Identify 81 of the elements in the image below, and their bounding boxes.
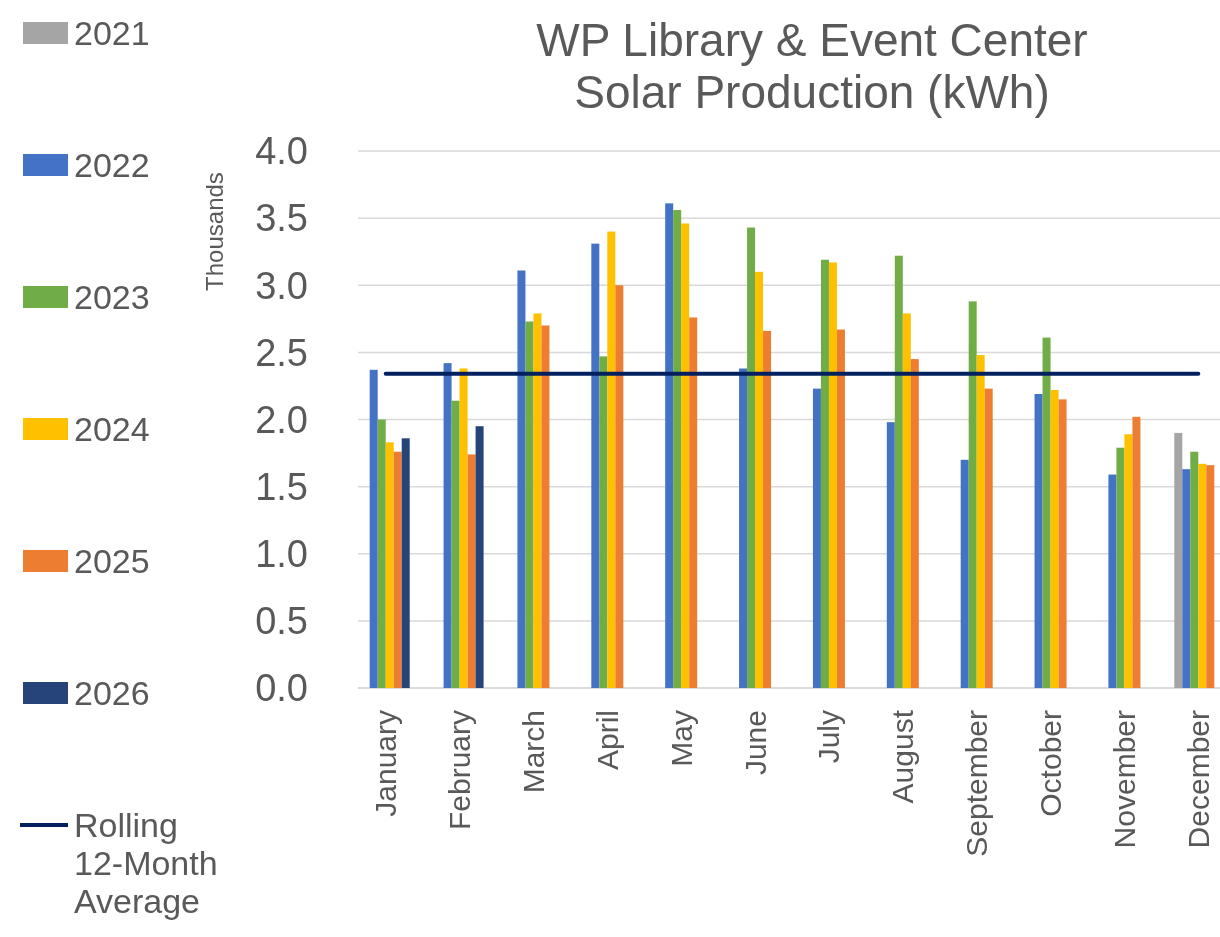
- bar: [377, 419, 386, 688]
- bar: [1206, 465, 1215, 688]
- bar: [1190, 451, 1199, 688]
- legend-label: 2024: [74, 409, 150, 448]
- bar: [525, 321, 534, 688]
- bar: [1132, 416, 1141, 688]
- y-axis-title: Thousands: [201, 172, 228, 291]
- x-tick-label: December: [1181, 710, 1215, 849]
- bar: [673, 210, 682, 688]
- bar: [533, 313, 542, 688]
- bar: [541, 325, 550, 688]
- y-tick-label: 0.0: [255, 667, 308, 710]
- chart-title: WP Library & Event Center Solar Production (kWh): [536, 14, 1088, 118]
- legend-label: Rolling 12-Month Average: [74, 805, 218, 920]
- x-tick-label: September: [960, 709, 994, 857]
- bar: [681, 223, 690, 688]
- x-tick-label: August: [886, 709, 920, 804]
- x-tick-label: May: [664, 710, 698, 767]
- bar: [968, 301, 977, 688]
- bar: [984, 388, 993, 688]
- bar: [739, 368, 748, 688]
- bar: [1058, 399, 1067, 688]
- bar: [960, 459, 969, 688]
- bar: [1034, 393, 1043, 688]
- bar: [812, 388, 821, 688]
- x-tick-label: July: [812, 710, 846, 764]
- bar: [1050, 389, 1059, 688]
- x-tick-label: June: [738, 710, 772, 776]
- bar: [1116, 447, 1125, 688]
- y-tick-label: 2.0: [255, 398, 308, 441]
- legend-label: 2026: [74, 673, 150, 712]
- bar: [828, 262, 837, 688]
- bar: [836, 329, 845, 688]
- y-tick-label: 3.0: [255, 264, 308, 307]
- bar: [976, 355, 985, 688]
- bar: [401, 438, 410, 688]
- bar: [1042, 337, 1051, 688]
- bar: [755, 271, 764, 688]
- legend-label: 2021: [74, 13, 150, 52]
- bar: [451, 400, 460, 688]
- x-tick-label: November: [1107, 710, 1141, 849]
- bar: [894, 255, 903, 688]
- bar: [615, 285, 624, 688]
- bar: [886, 422, 895, 688]
- bar: [599, 356, 608, 688]
- bar: [1182, 469, 1191, 688]
- bar: [517, 270, 526, 688]
- bar: [1124, 434, 1133, 688]
- bar: [369, 369, 378, 688]
- bar: [689, 317, 698, 688]
- bar: [591, 243, 600, 688]
- legend-label: 2025: [74, 541, 150, 580]
- bar: [902, 313, 911, 688]
- x-tick-label: October: [1034, 710, 1068, 817]
- bar: [385, 442, 394, 688]
- bar: [459, 368, 468, 688]
- bar: [443, 363, 452, 688]
- legend-label: 2022: [74, 145, 150, 184]
- bar: [1198, 463, 1207, 688]
- bar: [910, 359, 919, 688]
- y-tick-label: 1.5: [255, 465, 308, 508]
- bar: [475, 426, 484, 688]
- bar: [607, 231, 616, 688]
- x-tick-label: January: [369, 710, 403, 817]
- y-tick-label: 3.5: [255, 197, 308, 240]
- bar: [820, 259, 829, 688]
- y-tick-label: 4.0: [255, 130, 308, 173]
- y-tick-label: 2.5: [255, 331, 308, 374]
- y-tick-label: 1.0: [255, 533, 308, 576]
- legend-label: 2023: [74, 277, 150, 316]
- bar: [763, 330, 772, 688]
- bar: [665, 203, 674, 688]
- x-tick-label: March: [516, 710, 550, 794]
- bar: [467, 454, 476, 688]
- bar: [1108, 474, 1117, 688]
- y-tick-label: 0.5: [255, 600, 308, 643]
- x-tick-label: February: [443, 710, 477, 831]
- bar: [393, 451, 402, 688]
- bar: [1174, 432, 1183, 688]
- x-tick-label: April: [590, 710, 624, 771]
- bar: [747, 227, 756, 688]
